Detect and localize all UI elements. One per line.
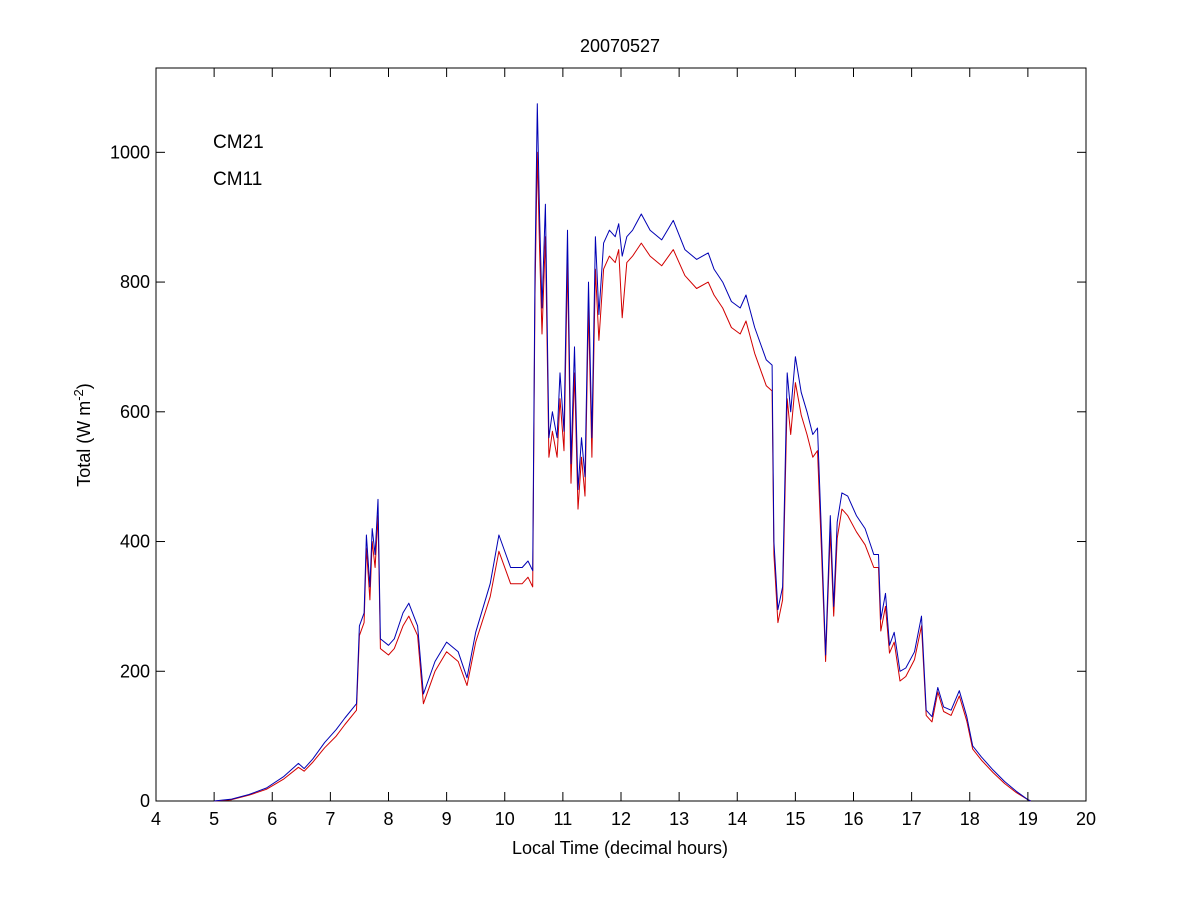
- y-tick-label: 600: [120, 402, 150, 422]
- x-tick-label: 6: [267, 809, 277, 829]
- x-tick-label: 18: [960, 809, 980, 829]
- x-tick-label: 9: [442, 809, 452, 829]
- y-tick-label: 400: [120, 532, 150, 552]
- y-axis-title: Total (W m-2): [71, 383, 94, 487]
- legend: CM21 CM11: [213, 132, 264, 190]
- y-axis-ticks: 0 200 400 600 800 1000: [110, 142, 1086, 811]
- x-tick-label: 7: [325, 809, 335, 829]
- x-tick-label: 20: [1076, 809, 1096, 829]
- x-tick-label: 14: [727, 809, 747, 829]
- x-tick-label: 16: [843, 809, 863, 829]
- x-axis-title: Local Time (decimal hours): [512, 838, 728, 858]
- x-tick-label: 17: [902, 809, 922, 829]
- x-tick-label: 19: [1018, 809, 1038, 829]
- y-tick-label: 0: [140, 791, 150, 811]
- series-line-cm11: [214, 151, 1032, 802]
- y-axis-title-close: ): [74, 383, 94, 389]
- x-tick-label: 10: [495, 809, 515, 829]
- legend-label-cm21: CM21: [213, 132, 264, 153]
- x-tick-label: 8: [383, 809, 393, 829]
- x-tick-label: 5: [209, 809, 219, 829]
- y-axis-title-main: Total (W m: [74, 401, 94, 487]
- series-line-cm21: [214, 103, 1032, 802]
- y-tick-label: 800: [120, 272, 150, 292]
- x-tick-label: 12: [611, 809, 631, 829]
- y-axis-title-superscript: -2: [71, 389, 86, 401]
- x-tick-label: 4: [151, 809, 161, 829]
- y-tick-label: 200: [120, 661, 150, 681]
- x-tick-label: 11: [554, 809, 573, 829]
- y-tick-label: 1000: [110, 142, 150, 162]
- plot-area-frame: [155, 67, 1087, 802]
- chart-title: 20070527: [580, 36, 660, 56]
- legend-label-cm11: CM11: [213, 169, 262, 190]
- x-axis-ticks: 4 5 6 7 8 9 10 11 12 13 14 15 16 17 18 19 20: [151, 68, 1096, 829]
- series-group: [214, 103, 1032, 802]
- x-tick-label: 15: [785, 809, 805, 829]
- x-tick-label: 13: [669, 809, 689, 829]
